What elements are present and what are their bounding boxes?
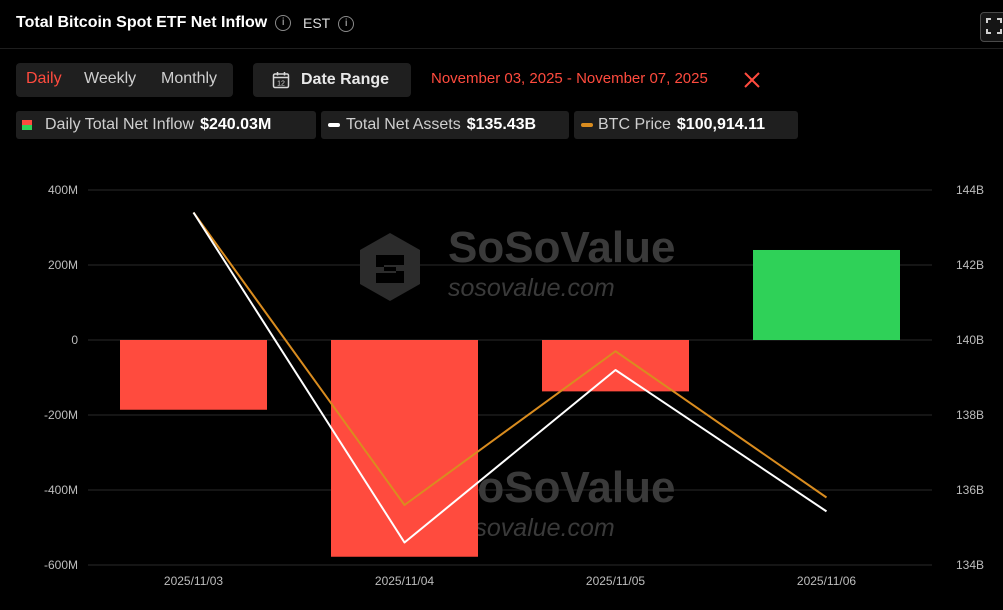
y-left-tick-label: 400M (48, 183, 78, 197)
watermark-logo-icon (360, 233, 420, 301)
timezone-label: EST (303, 15, 331, 31)
watermark-site: sosovalue.com (448, 274, 615, 302)
selected-date-range: November 03, 2025 - November 07, 2025 (431, 70, 708, 87)
period-daily-button[interactable]: Daily (26, 70, 62, 87)
legend-btc-price-swatch (581, 123, 593, 127)
net-assets-line (192, 211, 828, 544)
inflow-chart: SoSoValue sosovalue.com SoSoValue sosova… (44, 183, 984, 588)
inflow-bar (753, 249, 900, 340)
legend-net-assets-value: $135.43B (466, 116, 537, 133)
inflow-bar (542, 340, 689, 392)
fullscreen-button[interactable] (980, 12, 1003, 42)
inflow-bar (331, 340, 478, 557)
calendar-icon: 12 (272, 72, 290, 89)
x-tick-label: 2025/11/03 (164, 574, 223, 588)
legend-btc-price-value: $100,914.11 (676, 116, 765, 133)
y-right-tick-label: 140B (956, 333, 984, 347)
calendar-day: 12 (277, 81, 285, 88)
close-icon[interactable] (743, 71, 761, 89)
timezone: EST i (303, 15, 355, 33)
date-range-button[interactable]: 12 Date Range (253, 63, 411, 97)
date-range-label: Date Range (301, 71, 390, 88)
x-tick-label: 2025/11/06 (797, 574, 856, 588)
x-tick-label: 2025/11/04 (375, 574, 434, 588)
legend-net-inflow-label: Daily Total Net Inflow (45, 116, 195, 133)
btc-price-line (192, 211, 828, 506)
y-left-tick-label: -600M (44, 558, 78, 572)
period-selector: Daily Weekly Monthly (16, 63, 233, 97)
legend-net-assets-swatch (328, 123, 340, 127)
timezone-info-icon[interactable]: i (338, 16, 355, 33)
y-right-tick-label: 136B (956, 483, 984, 497)
y-right-tick-label: 144B (956, 183, 984, 197)
legend-net-assets[interactable]: Total Net Assets $135.43B (321, 111, 569, 139)
chart-title-text: Total Bitcoin Spot ETF Net Inflow (16, 14, 268, 31)
chart-title: Total Bitcoin Spot ETF Net Inflow i (16, 14, 292, 32)
y-right-tick-label: 142B (956, 258, 984, 272)
legend-net-inflow[interactable]: Daily Total Net Inflow $240.03M (16, 111, 316, 139)
info-icon[interactable]: i (275, 14, 292, 31)
lines (192, 211, 828, 544)
axis-labels: 400M 200M 0 -200M -400M -600M 144B 142B 140B 138B… (44, 183, 984, 588)
chart-header: Total Bitcoin Spot ETF Net Inflow i EST i (0, 0, 1003, 49)
watermark-brand: SoSoValue (448, 223, 675, 272)
legend-net-inflow-swatch (22, 120, 32, 130)
inflow-bar (120, 340, 267, 410)
y-left-tick-label: -200M (44, 408, 78, 422)
legend-btc-price-label: BTC Price (598, 116, 671, 133)
y-right-tick-label: 138B (956, 408, 984, 422)
period-monthly-button[interactable]: Monthly (161, 70, 218, 87)
legend-net-assets-label: Total Net Assets (346, 116, 461, 133)
period-weekly-button[interactable]: Weekly (84, 70, 137, 87)
y-right-tick-label: 134B (956, 558, 984, 572)
x-tick-label: 2025/11/05 (586, 574, 645, 588)
y-left-tick-label: 0 (71, 333, 78, 347)
watermark-brand-2: SoSoValue (448, 463, 675, 512)
y-left-tick-label: -400M (44, 483, 78, 497)
fullscreen-icon (986, 18, 1002, 34)
legend-btc-price[interactable]: BTC Price $100,914.11 (574, 111, 798, 139)
legend-net-inflow-value: $240.03M (200, 116, 272, 133)
bars (120, 249, 900, 557)
y-left-tick-label: 200M (48, 258, 78, 272)
